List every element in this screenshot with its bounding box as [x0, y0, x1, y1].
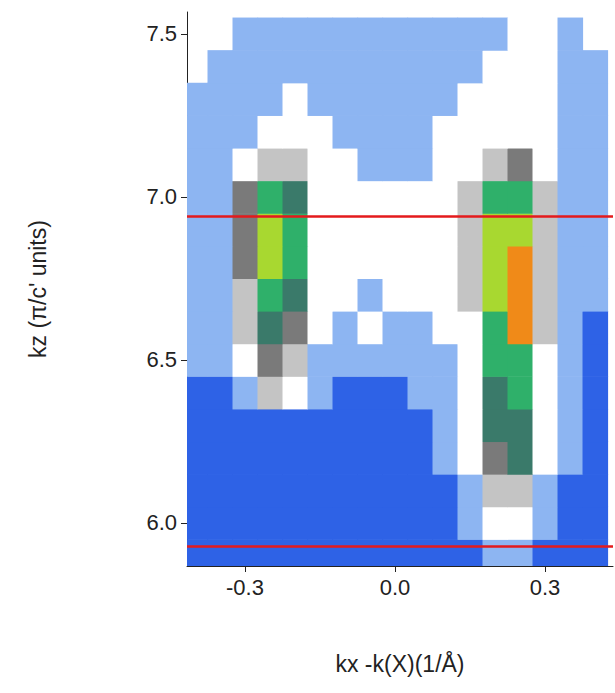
svg-text:6.0: 6.0 [146, 510, 177, 535]
svg-text:7.0: 7.0 [146, 184, 177, 209]
svg-text:0.0: 0.0 [380, 575, 411, 600]
svg-text:6.5: 6.5 [146, 347, 177, 372]
svg-text:kz (π/c' units): kz (π/c' units) [25, 220, 51, 358]
svg-text:kx -k(X)(1/Å): kx -k(X)(1/Å) [335, 650, 464, 677]
svg-text:-0.3: -0.3 [226, 575, 264, 600]
svg-text:0.3: 0.3 [530, 575, 561, 600]
svg-text:7.5: 7.5 [146, 21, 177, 46]
